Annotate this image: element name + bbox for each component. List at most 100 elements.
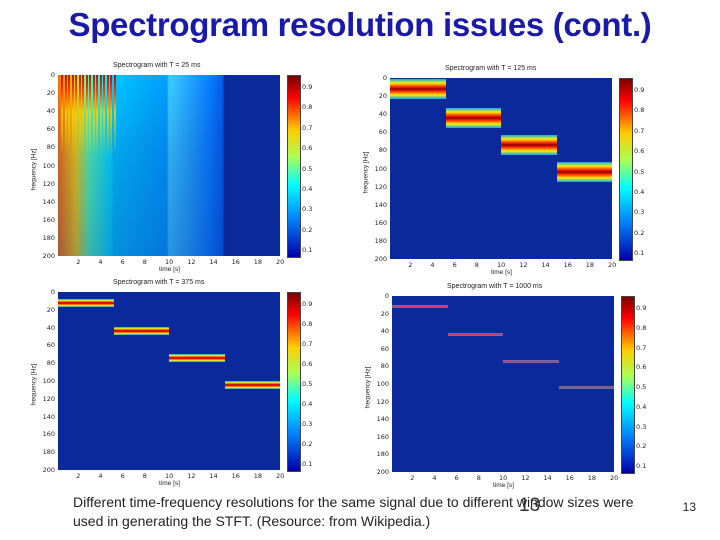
- x-tick-label: 12: [187, 258, 196, 266]
- y-tick-label: 160: [42, 215, 55, 224]
- colorbar-tick-label: 0.4: [636, 402, 647, 411]
- colorbar-tick-label: 0.4: [302, 400, 313, 408]
- x-tick-label: 12: [187, 472, 196, 480]
- spectrogram-image: [392, 296, 614, 472]
- x-tick-label: 18: [253, 258, 263, 266]
- x-axis-label: time [s]: [493, 482, 514, 489]
- x-axis-label: time [s]: [491, 269, 512, 276]
- y-tick-label: 0: [384, 292, 389, 300]
- colorbar-tick-label: 0.8: [302, 103, 313, 112]
- colorbar-tick-label: 0.5: [302, 164, 313, 173]
- energy-fade: [58, 75, 280, 256]
- y-tick-label: 200: [376, 468, 389, 476]
- energy-streak: [82, 75, 84, 157]
- panel-title: Spectrogram with T = 125 ms: [445, 65, 537, 72]
- colorbar-tick-label: 0.9: [302, 300, 313, 308]
- colorbar-tick-label: 0.2: [302, 225, 313, 234]
- colorbar-tick-label: 0.9: [302, 83, 313, 91]
- colorbar-tick-label: 0.2: [636, 442, 647, 451]
- x-tick-label: 14: [541, 261, 550, 269]
- colorbar-tick-label: 0.1: [302, 246, 313, 254]
- y-tick-label: 60: [46, 341, 55, 350]
- slide-title: Spectrogram resolution issues (cont.): [68, 6, 652, 43]
- x-tick-label: 4: [98, 472, 103, 480]
- x-tick-label: 4: [432, 474, 437, 482]
- colorbar-tick-label: 0.2: [634, 228, 645, 237]
- x-tick-label: 2: [76, 258, 81, 266]
- colorbar-tick-label: 0.3: [634, 208, 645, 217]
- colorbar-tick-label: 0.6: [302, 360, 313, 368]
- x-tick-label: 4: [98, 258, 103, 266]
- y-tick-label: 60: [46, 125, 55, 134]
- y-tick-label: 180: [374, 236, 387, 245]
- colorbar-tick-label: 0.5: [634, 167, 645, 176]
- colorbar-tick-label: 0.7: [302, 340, 313, 348]
- y-tick-label: 100: [374, 164, 387, 173]
- y-tick-label: 60: [380, 344, 389, 353]
- y-tick-label: 200: [42, 466, 55, 474]
- y-tick-label: 200: [42, 252, 55, 260]
- colorbar-tick-label: 0.1: [302, 460, 313, 468]
- y-axis-label: frequency [Hz]: [30, 148, 38, 190]
- colorbar-tick-label: 0.4: [634, 187, 645, 196]
- y-tick-label: 40: [378, 110, 387, 119]
- x-tick-label: 18: [585, 261, 595, 269]
- x-tick-label: 16: [565, 474, 574, 482]
- colorbar-tick-label: 0.6: [302, 144, 313, 153]
- y-tick-label: 160: [376, 432, 389, 441]
- energy-streak: [110, 75, 112, 157]
- frequency-band: [445, 107, 501, 128]
- x-tick-label: 18: [253, 472, 263, 480]
- energy-streak: [89, 75, 91, 157]
- frequency-band: [113, 327, 169, 336]
- spectrogram-image: [58, 292, 280, 470]
- x-tick-label: 20: [276, 258, 285, 266]
- colorbar-tick-label: 0.4: [302, 184, 313, 193]
- energy-streak: [92, 75, 95, 157]
- x-tick-label: 14: [543, 474, 552, 482]
- frequency-band: [169, 353, 225, 362]
- energy-streak: [71, 75, 74, 157]
- page-number: 13: [682, 500, 696, 514]
- y-tick-label: 20: [380, 309, 389, 318]
- x-tick-label: 14: [209, 258, 218, 266]
- overlay-page-number: 13: [519, 495, 541, 516]
- frequency-band: [392, 304, 448, 309]
- colorbar-tick-label: 0.6: [636, 363, 647, 372]
- frequency-band: [501, 135, 557, 155]
- x-tick-label: 8: [142, 472, 147, 480]
- panel-title: Spectrogram with T = 1000 ms: [447, 283, 543, 290]
- colorbar-tick-label: 0.8: [634, 106, 645, 115]
- x-tick-label: 16: [231, 472, 240, 480]
- colorbar: [287, 75, 301, 258]
- colorbar-tick-label: 0.5: [302, 380, 313, 388]
- y-tick-label: 180: [42, 448, 55, 457]
- energy-streak: [75, 75, 77, 157]
- colorbar-tick-label: 0.3: [302, 205, 313, 214]
- x-tick-label: 10: [499, 474, 508, 482]
- y-axis-label: frequency [Hz]: [30, 363, 38, 406]
- x-tick-label: 6: [120, 472, 125, 480]
- y-tick-label: 40: [46, 107, 55, 116]
- y-tick-label: 100: [42, 161, 55, 170]
- x-tick-label: 2: [410, 474, 415, 482]
- energy-streak: [99, 75, 102, 157]
- frequency-band: [558, 385, 614, 390]
- x-tick-label: 20: [610, 474, 619, 482]
- y-tick-label: 80: [46, 359, 55, 368]
- x-tick-label: 14: [209, 472, 218, 480]
- colorbar-tick-label: 0.7: [636, 343, 647, 352]
- x-tick-label: 6: [454, 474, 459, 482]
- colorbar-tick-label: 0.5: [636, 383, 647, 391]
- y-tick-label: 100: [376, 380, 389, 388]
- colorbar-tick-label: 0.2: [302, 440, 313, 448]
- y-tick-label: 80: [46, 143, 55, 152]
- x-tick-label: 16: [563, 261, 572, 269]
- frequency-band: [390, 78, 446, 99]
- y-tick-label: 140: [42, 412, 55, 421]
- colorbar-tick-label: 0.3: [636, 422, 647, 431]
- energy-streak: [106, 75, 109, 157]
- colorbar-tick-label: 0.9: [634, 86, 645, 94]
- y-tick-label: 0: [50, 288, 55, 296]
- x-tick-label: 12: [521, 474, 530, 482]
